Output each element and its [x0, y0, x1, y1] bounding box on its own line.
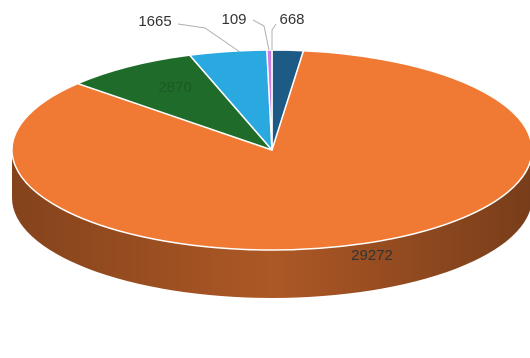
data-label-1665: 1665	[138, 13, 171, 30]
pie-slice-2870	[76, 54, 273, 151]
data-label-668: 668	[279, 11, 304, 28]
leader-line-109	[252, 19, 270, 51]
pie-side-layer	[12, 150, 530, 298]
leader-line-668	[271, 23, 277, 50]
pie-slice-side-29272	[12, 150, 530, 298]
data-label-29272: 29272	[351, 247, 393, 264]
pie-label-layer: 668 29272 2870 1665 109	[138, 11, 393, 264]
data-label-2870: 2870	[158, 79, 191, 96]
data-label-109: 109	[221, 11, 246, 28]
pie-top-layer	[11, 49, 530, 251]
leader-line-1665	[177, 23, 241, 53]
